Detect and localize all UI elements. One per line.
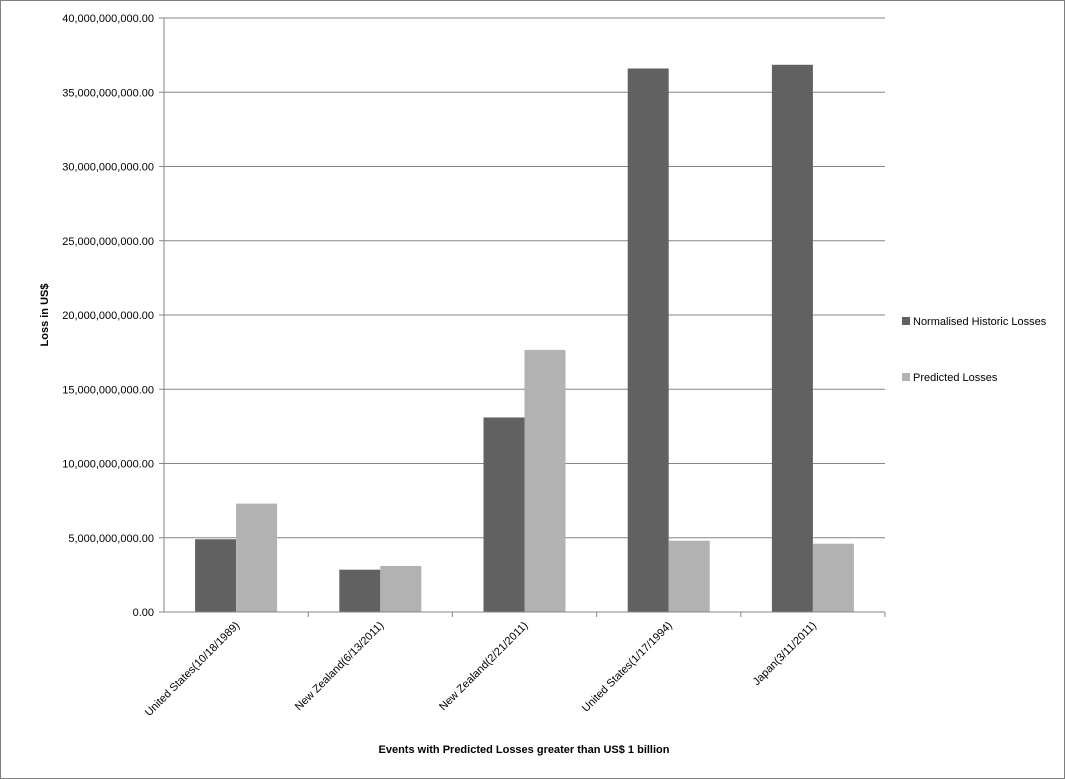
bar-predicted: [380, 565, 422, 612]
x-tick-label: United States(1/17/1994): [580, 620, 675, 715]
bar-predicted: [668, 540, 710, 612]
bar-predicted: [524, 349, 566, 612]
bars: [195, 64, 854, 613]
legend-swatch-predicted: [902, 373, 910, 381]
y-axis-title: Loss in US$: [39, 284, 51, 347]
y-tick-labels: 0.00 5,000,000,000.00 10,000,000,000.00 15,…: [62, 13, 154, 619]
gridlines: [164, 17, 885, 539]
x-axis-title: Events with Predicted Losses greater tha…: [379, 744, 670, 756]
legend: Normalised Historic Losses Predicted Los…: [902, 316, 1047, 384]
y-tick-label: 40,000,000,000.00: [62, 13, 154, 25]
axes: [159, 17, 886, 617]
bar-normalised: [195, 539, 237, 612]
bar-normalised: [483, 417, 525, 612]
legend-label-normalised: Normalised Historic Losses: [913, 316, 1047, 328]
y-tick-label: 25,000,000,000.00: [62, 236, 154, 248]
x-tick-label: Japan(3/11/2011): [751, 620, 819, 688]
bar-normalised: [771, 64, 813, 613]
y-tick-label: 10,000,000,000.00: [62, 459, 154, 471]
x-tick-label: New Zealand(2/21/2011): [437, 620, 531, 714]
legend-label-predicted: Predicted Losses: [913, 372, 998, 384]
bar-predicted: [236, 503, 278, 612]
y-tick-label: 20,000,000,000.00: [62, 310, 154, 322]
legend-swatch-normalised: [902, 317, 910, 325]
x-tick-label: New Zealand(6/13/2011): [293, 620, 387, 714]
y-tick-label: 15,000,000,000.00: [62, 384, 154, 396]
y-tick-label: 5,000,000,000.00: [68, 533, 154, 545]
y-tick-label: 35,000,000,000.00: [62, 87, 154, 99]
y-tick-label: 30,000,000,000.00: [62, 162, 154, 174]
bar-normalised: [627, 68, 669, 613]
x-tick-labels: United States(10/18/1989) New Zealand(6/1…: [143, 620, 819, 719]
x-tick-label: United States(10/18/1989): [143, 620, 242, 719]
bar-normalised: [339, 569, 381, 612]
y-tick-label: 0.00: [133, 607, 154, 619]
bar-predicted: [812, 543, 854, 612]
